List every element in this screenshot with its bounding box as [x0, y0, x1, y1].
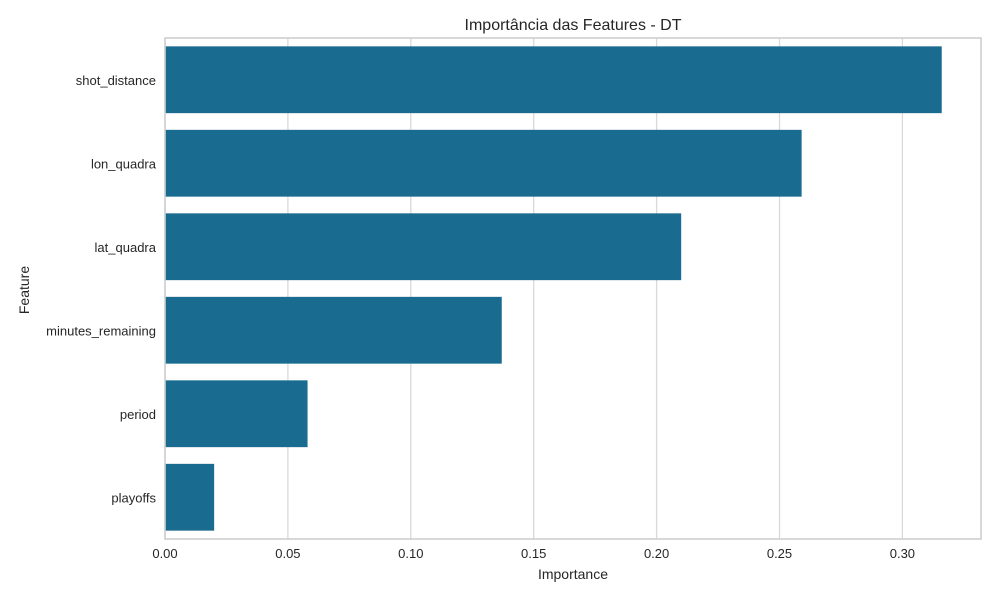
y-tick-label: lat_quadra: [95, 240, 157, 255]
bar-playoffs: [165, 463, 215, 531]
y-tick-label: period: [120, 407, 156, 422]
y-tick-label: minutes_remaining: [46, 323, 156, 338]
x-tick-label: 0.05: [275, 546, 300, 561]
bar-lat-quadra: [165, 213, 682, 281]
x-axis-label: Importance: [538, 566, 608, 582]
x-tick-label: 0.20: [644, 546, 669, 561]
x-tick-label: 0.25: [767, 546, 792, 561]
y-tick-label: shot_distance: [76, 73, 156, 88]
chart-title: Importância das Features - DT: [465, 17, 682, 34]
plot-frame: [164, 37, 982, 540]
y-tick-labels: shot_distance lon_quadra lat_quadraminutes…: [46, 73, 157, 506]
x-tick-label: 0.30: [890, 546, 915, 561]
bars-layer: [165, 46, 942, 531]
x-tick-label: 0.00: [152, 546, 177, 561]
y-tick-label: playoffs: [111, 490, 156, 505]
x-tick-labels: 0.00 0.05 0.10 0.15 0.20 0.25 0.30: [152, 546, 915, 561]
bar-period: [165, 380, 308, 448]
bar-shot-distance: [165, 46, 942, 114]
bar-lon-quadra: [165, 129, 802, 197]
x-tick-label: 0.10: [398, 546, 423, 561]
x-tick-label: 0.15: [521, 546, 546, 561]
y-tick-label: lon_quadra: [91, 156, 157, 171]
bar-minutes-remaining: [165, 296, 502, 364]
y-axis-label: Feature: [16, 266, 32, 314]
grid-layer: [164, 38, 904, 539]
